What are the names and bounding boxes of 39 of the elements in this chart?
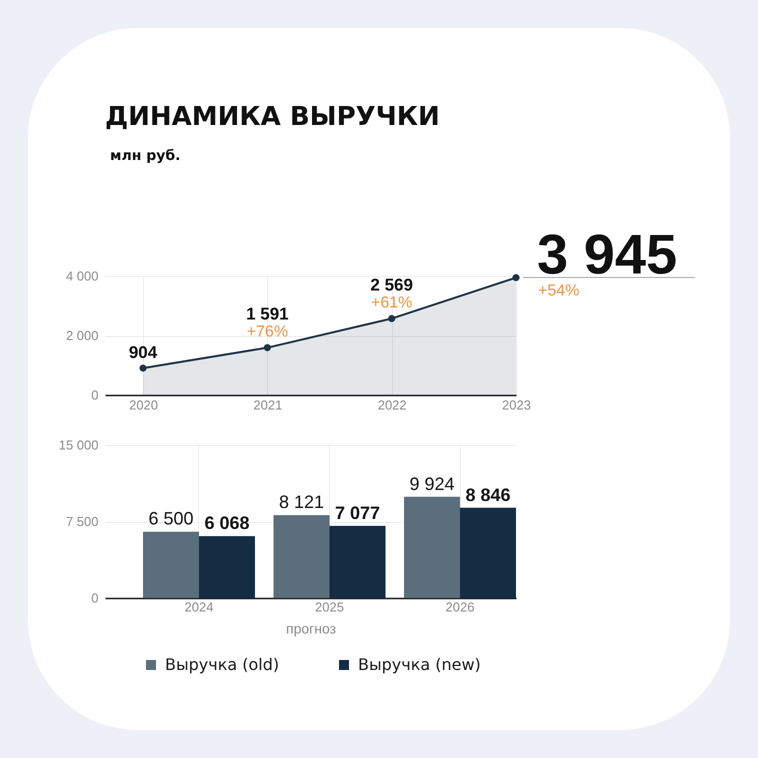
data-label: 6 500 [148, 508, 194, 529]
point [140, 364, 147, 372]
annotation: +61% [370, 294, 412, 312]
legend-label: Выручка (old) [165, 655, 280, 674]
y-tick-label: 15 000 [58, 438, 98, 452]
bar [330, 526, 386, 598]
chart-subtitle: млн руб. [110, 147, 180, 165]
chart-title: ДИНАМИКА ВЫРУЧКИ [105, 102, 440, 132]
bar [198, 536, 255, 598]
data-label: 8 846 [465, 484, 511, 505]
bar [274, 515, 330, 598]
point [388, 315, 396, 322]
x-tick-label: 2021 [253, 398, 282, 412]
x-tick-label: 2026 [446, 600, 474, 614]
y-tick-label: 0 [91, 590, 98, 606]
x-tick-label: 2024 [184, 600, 214, 614]
bar [460, 508, 516, 598]
data-label: 2 569 [370, 276, 413, 295]
x-axis-title: прогноз [286, 620, 336, 636]
data-label: 1 591 [246, 304, 289, 324]
data-label: 8 121 [278, 492, 324, 512]
data-label: 6 068 [204, 513, 250, 534]
legend-label: Выручка (new) [358, 655, 481, 674]
x-tick-label: 2023 [502, 398, 531, 412]
y-tick-label: 0 [91, 388, 98, 402]
data-label: 7 077 [334, 502, 380, 523]
point [512, 274, 520, 282]
annotation: +76% [246, 324, 288, 341]
y-tick-label: 7 500 [66, 514, 98, 529]
x-tick-label: 2025 [315, 600, 344, 614]
bar [143, 532, 199, 598]
data-label: 904 [128, 343, 158, 362]
data-label: 9 924 [409, 474, 455, 494]
y-tick-label: 4 000 [66, 268, 98, 284]
x-tick-label: 2022 [378, 398, 407, 412]
bar [404, 496, 460, 598]
point [264, 344, 271, 352]
x-tick-label: 2020 [129, 398, 158, 412]
y-tick-label: 2 000 [66, 328, 98, 343]
